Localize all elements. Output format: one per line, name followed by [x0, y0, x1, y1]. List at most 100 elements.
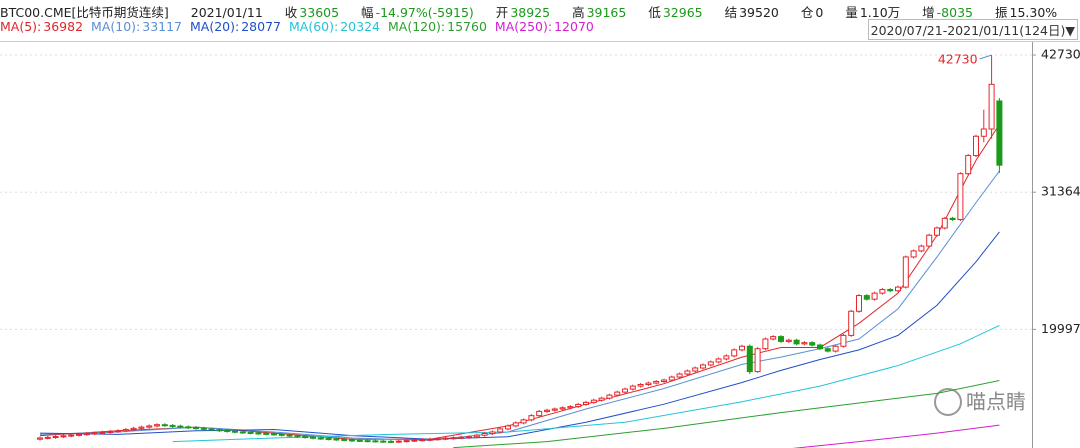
candle-body: [520, 419, 527, 424]
candle-body: [255, 432, 262, 435]
candle-body: [317, 437, 324, 440]
candle-body: [411, 439, 418, 442]
candle-body: [863, 295, 870, 300]
candle-body: [575, 403, 582, 408]
quote-label: 幅: [361, 5, 374, 20]
candle-body: [481, 433, 488, 436]
candle-body: [138, 426, 145, 429]
candle-body: [918, 245, 925, 252]
candle-body: [271, 433, 277, 436]
candle-body: [715, 358, 722, 363]
candle-body: [216, 429, 223, 432]
candle-body: [224, 430, 231, 432]
legend-value: 20324: [340, 19, 380, 34]
candle-body: [286, 434, 293, 437]
candle-body: [208, 428, 215, 431]
candle-body: [115, 430, 121, 433]
ma-line: [39, 124, 1000, 440]
candle-body: [107, 430, 114, 433]
candle-body: [146, 425, 153, 428]
symbol: BTC00.CME[比特币期货连续]: [0, 5, 169, 20]
candle-body: [559, 407, 566, 410]
candle-body: [536, 410, 543, 417]
legend-value: 28077: [241, 19, 281, 34]
candle-body: [785, 339, 792, 342]
candle-body: [473, 434, 480, 438]
candle-body: [419, 439, 426, 442]
watermark: 喵点睛: [934, 388, 1026, 416]
quote-label: 仓: [800, 5, 814, 20]
candle-body: [302, 436, 309, 439]
candle-body: [349, 439, 355, 442]
candle-body: [505, 425, 511, 430]
legend-name: MA(60):: [289, 19, 339, 34]
range-selector[interactable]: 2020/07/21-2021/01/11(124日)▼: [867, 19, 1078, 40]
candle-body: [856, 295, 862, 312]
candle-body: [707, 361, 714, 366]
candle-body: [341, 438, 348, 441]
candle-body: [200, 427, 207, 430]
ma-line: [172, 324, 1000, 443]
candle-body: [645, 382, 652, 386]
watermark-icon: [934, 388, 962, 416]
candle-body: [403, 440, 410, 443]
quote-label: 结: [724, 5, 738, 20]
quote-label: 增: [922, 5, 935, 20]
quote-value: 39520: [739, 5, 779, 20]
candle-body: [668, 376, 675, 381]
candle-body: [762, 338, 769, 350]
candle-body: [692, 367, 699, 372]
ma-line: [453, 380, 1000, 448]
candle-body: [941, 217, 948, 229]
candle-body: [910, 250, 917, 258]
candle-body: [497, 428, 504, 433]
candle-body: [380, 440, 387, 443]
candle-body: [832, 345, 839, 352]
ma-line: [39, 170, 1000, 441]
candle-body: [325, 437, 332, 440]
candle-body: [653, 381, 660, 384]
quote-value: 39165: [586, 5, 627, 20]
candle-body: [122, 429, 129, 432]
quote-label: 开: [495, 5, 509, 20]
legend-name: MA(120):: [387, 19, 446, 34]
candle-body: [263, 432, 270, 435]
quote-label: 量: [845, 5, 858, 20]
candle-body: [973, 135, 979, 157]
candle-body: [661, 379, 667, 383]
candle-body: [739, 345, 745, 351]
date: 2021/01/11: [190, 5, 263, 20]
candle-body: [68, 434, 75, 437]
candle-body: [177, 425, 184, 428]
candle-body: [840, 334, 847, 347]
candle-body: [333, 438, 340, 441]
quote-value: 0: [815, 5, 824, 20]
y-tick-label: 31364: [1041, 184, 1080, 199]
candle-body: [622, 388, 628, 393]
candle-body: [247, 431, 254, 434]
candle-body: [887, 289, 894, 292]
candle-body: [239, 431, 246, 434]
quote-label: 低: [648, 5, 661, 20]
candle-body: [356, 439, 363, 442]
quote-label: 振: [994, 5, 1008, 20]
candle-body: [193, 427, 199, 430]
quote-value: 1.10万: [859, 5, 901, 20]
candle-body: [395, 440, 402, 443]
candle-body: [52, 436, 59, 439]
candle-body: [310, 436, 316, 439]
ma-line: [792, 424, 1000, 448]
candle-body: [629, 385, 636, 390]
candle-body: [427, 438, 433, 441]
candle-body: [232, 430, 238, 433]
candle-body: [817, 344, 823, 350]
candle-body: [388, 440, 394, 443]
candle-body: [76, 433, 82, 436]
candle-body: [551, 408, 558, 411]
candle-body: [567, 406, 574, 409]
candle-body: [700, 364, 706, 369]
range-arrow: ▼: [1065, 23, 1075, 38]
candle-body: [83, 433, 90, 436]
